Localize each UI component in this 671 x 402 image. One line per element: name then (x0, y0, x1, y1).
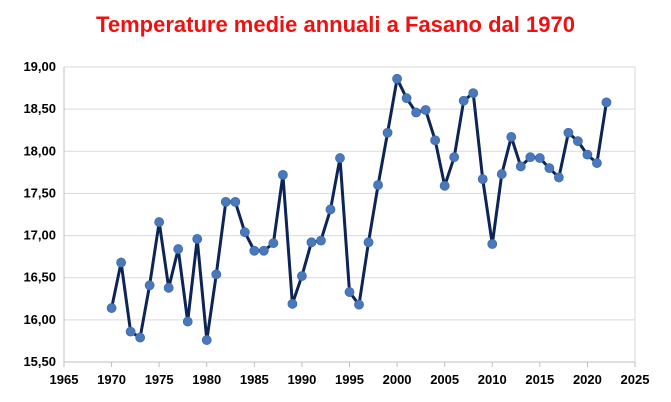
y-tick-label: 15,50 (23, 354, 56, 369)
y-tick-label: 18,00 (23, 143, 56, 158)
data-point (268, 238, 279, 249)
data-point (297, 271, 307, 281)
data-point (430, 135, 441, 146)
data-point (363, 237, 374, 248)
y-tick-label: 18,50 (23, 101, 56, 116)
x-tick-label: 2010 (478, 372, 507, 387)
data-point (201, 335, 212, 345)
data-point (592, 158, 602, 168)
data-point (163, 282, 174, 293)
data-point (354, 299, 364, 310)
data-point (506, 132, 517, 142)
data-point (544, 163, 555, 174)
y-tick-label: 17,00 (23, 228, 56, 243)
x-tick-label: 1995 (335, 372, 364, 387)
x-tick-label: 1975 (145, 372, 174, 387)
data-point (287, 298, 298, 309)
data-point (325, 204, 336, 215)
data-point (534, 153, 545, 163)
data-point (239, 227, 250, 238)
y-tick-label: 19,00 (23, 59, 56, 74)
data-point (563, 127, 574, 138)
data-point (211, 269, 222, 280)
data-point (144, 280, 155, 291)
x-tick-label: 2015 (525, 372, 554, 387)
data-point (316, 235, 326, 246)
data-point (230, 196, 241, 207)
data-point (220, 196, 231, 207)
data-point (601, 97, 612, 108)
x-tick-label: 1965 (50, 372, 79, 387)
data-point (449, 152, 460, 163)
x-tick-label: 2020 (573, 372, 602, 387)
data-point (173, 244, 184, 254)
chart-title: Temperature medie annuali a Fasano dal 1… (96, 12, 575, 37)
data-point (192, 234, 203, 244)
data-point (477, 174, 488, 185)
data-point (496, 169, 507, 179)
x-tick-label: 2000 (383, 372, 412, 387)
x-tick-label: 1990 (287, 372, 316, 387)
data-point (487, 239, 498, 249)
data-point (468, 88, 479, 99)
data-point (182, 316, 193, 327)
data-point (125, 326, 136, 337)
y-tick-label: 16,00 (23, 312, 56, 327)
x-tick-label: 2025 (621, 372, 650, 387)
data-point (420, 105, 431, 115)
data-point (249, 245, 260, 256)
y-tick-label: 16,50 (23, 270, 56, 285)
data-point (116, 257, 126, 268)
data-point (344, 287, 355, 297)
data-point (553, 172, 564, 183)
data-point (277, 169, 288, 180)
data-point (258, 245, 269, 256)
data-point (106, 303, 117, 313)
data-point (525, 152, 536, 163)
data-point (439, 180, 450, 191)
data-point (335, 153, 345, 163)
data-point (135, 332, 146, 343)
data-point (373, 180, 383, 190)
data-point (573, 136, 583, 147)
x-tick-label: 1970 (97, 372, 126, 387)
x-tick-label: 1980 (192, 372, 221, 387)
data-point (515, 161, 526, 172)
data-point (306, 237, 317, 248)
y-tick-label: 17,50 (23, 185, 56, 200)
data-point (411, 107, 422, 118)
x-tick-label: 2005 (430, 372, 459, 387)
data-point (382, 127, 393, 138)
data-point (458, 95, 469, 106)
data-point (582, 149, 593, 160)
x-tick-label: 1985 (240, 372, 269, 387)
data-point (154, 217, 165, 227)
data-point (401, 93, 412, 104)
data-point (392, 73, 402, 84)
